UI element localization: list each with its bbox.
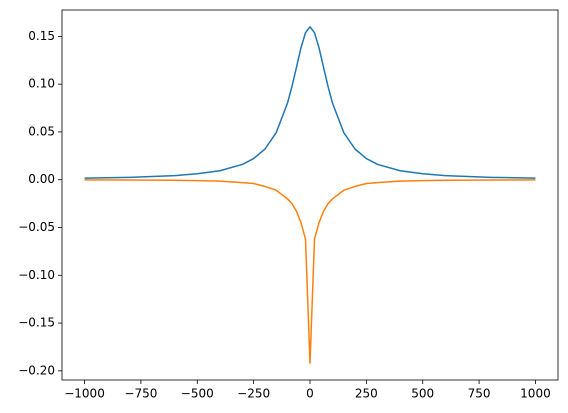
- series-line: [84, 179, 536, 364]
- x-tick-label: 1000: [520, 387, 551, 401]
- x-tick-label: −500: [181, 387, 214, 401]
- y-tick-label: −0.15: [18, 316, 55, 330]
- x-tick-label: −1000: [64, 387, 105, 401]
- x-tick-label: −250: [237, 387, 270, 401]
- x-tick-label: 750: [468, 387, 491, 401]
- y-tick-label: 0.00: [28, 172, 55, 186]
- y-tick-label: 0.10: [28, 77, 55, 91]
- y-tick-label: 0.05: [28, 124, 55, 138]
- x-tick-label: 500: [411, 387, 434, 401]
- axes-frame: [61, 9, 559, 381]
- x-tick-label: 250: [355, 387, 378, 401]
- x-tick-label: 0: [306, 387, 314, 401]
- y-tick-label: 0.15: [28, 29, 55, 43]
- series-line: [84, 26, 536, 179]
- x-tick-label: −750: [124, 387, 157, 401]
- y-tick-label: −0.10: [18, 268, 55, 282]
- y-tick-label: −0.20: [18, 363, 55, 377]
- y-tick-label: −0.05: [18, 220, 55, 234]
